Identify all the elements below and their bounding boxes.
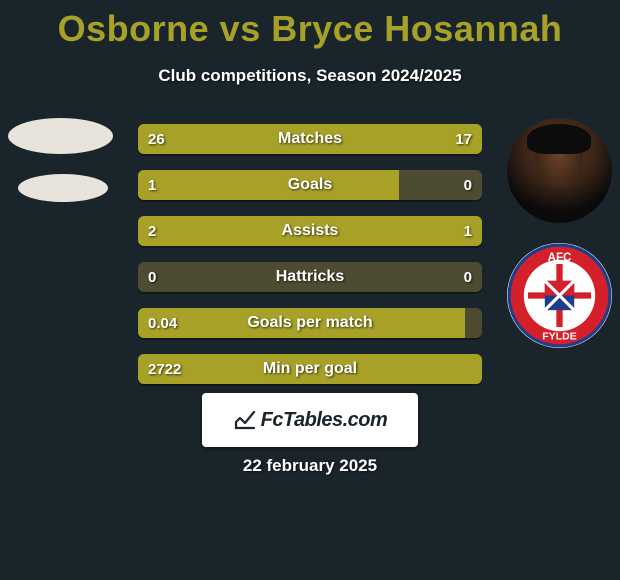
stats-bars: 2617Matches10Goals21Assists00Hattricks0.… xyxy=(138,124,482,400)
stat-bar-right-fill xyxy=(346,124,482,154)
left-club-badge-placeholder xyxy=(18,174,108,202)
left-player-photo-placeholder xyxy=(8,118,113,154)
right-player-photo xyxy=(507,118,612,223)
stat-bar: 10Goals xyxy=(138,170,482,200)
stat-bar-left-fill xyxy=(138,124,346,154)
svg-text:FYLDE: FYLDE xyxy=(542,331,576,343)
stat-left-value: 0 xyxy=(148,262,156,292)
stat-bar-left-fill xyxy=(138,308,465,338)
right-club-badge: AFC FYLDE xyxy=(507,243,612,348)
stat-label: Hattricks xyxy=(138,262,482,292)
left-player-column xyxy=(8,118,113,202)
right-player-column: AFC FYLDE xyxy=(507,118,612,368)
chart-icon xyxy=(233,408,257,432)
stat-bar: 2617Matches xyxy=(138,124,482,154)
stat-bar-left-fill xyxy=(138,354,482,384)
stat-bar: 2722Min per goal xyxy=(138,354,482,384)
stat-bar: 0 0Hattricks xyxy=(138,262,482,292)
comparison-date: 22 february 2025 xyxy=(0,456,620,476)
stat-bar-left-fill xyxy=(138,216,367,246)
brand-text: FcTables.com xyxy=(261,409,388,432)
stat-right-value: 0 xyxy=(464,262,472,292)
stat-bar-right-fill xyxy=(367,216,482,246)
brand-badge[interactable]: FcTables.com xyxy=(202,393,418,447)
comparison-subtitle: Club competitions, Season 2024/2025 xyxy=(0,66,620,86)
stat-bar: 0.04Goals per match xyxy=(138,308,482,338)
comparison-title: Osborne vs Bryce Hosannah xyxy=(0,0,620,50)
stat-bar: 21Assists xyxy=(138,216,482,246)
stat-bar-left-fill xyxy=(138,170,399,200)
svg-text:AFC: AFC xyxy=(548,252,572,264)
stat-right-value: 0 xyxy=(464,170,472,200)
